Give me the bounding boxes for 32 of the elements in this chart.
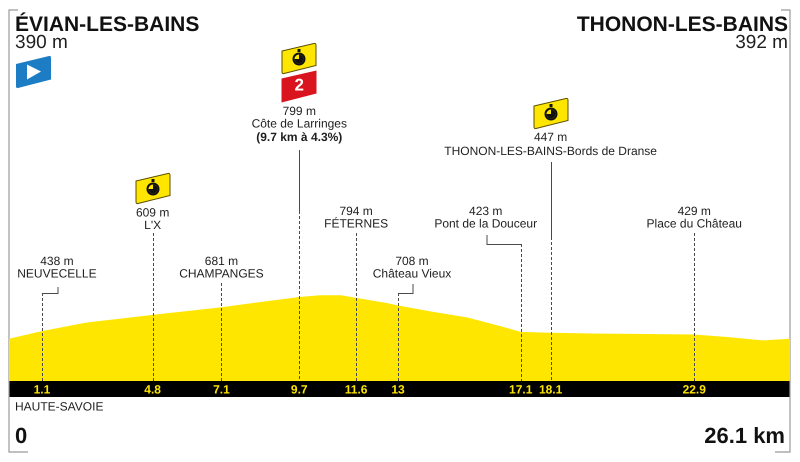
text: 794 m	[339, 204, 373, 218]
text: 609 m	[136, 205, 170, 220]
text: FÉTERNES	[324, 216, 388, 230]
x-tick-label: 1.1	[34, 382, 51, 397]
x-tick-label: 13	[391, 382, 405, 397]
text: 438 m	[40, 254, 74, 268]
text: 423 m	[469, 204, 502, 218]
x-tick-label: 4.8	[144, 382, 162, 397]
text: 708 m	[395, 254, 429, 268]
text: 2	[294, 76, 304, 95]
text: Pont de la Douceur	[434, 216, 538, 230]
text: 0	[15, 423, 28, 448]
text: (9.7 km à 4.3%)	[256, 130, 342, 144]
text: 447 m	[534, 130, 568, 144]
text: NEUVECELLE	[17, 266, 97, 280]
x-tick-label: 7.1	[213, 382, 230, 397]
x-tick-label: 17.1	[509, 382, 533, 397]
text: 26.1 km	[704, 423, 785, 448]
x-tick-label: 9.7	[290, 382, 308, 397]
x-tick-label: 22.9	[682, 382, 706, 397]
text: HAUTE-SAVOIE	[15, 399, 104, 414]
text: 681 m	[204, 254, 238, 268]
x-tick-label: 11.6	[344, 382, 368, 397]
text: CHAMPANGES	[179, 266, 264, 280]
text: 429 m	[678, 204, 711, 218]
text: 799 m	[282, 104, 316, 118]
x-tick-label: 18.1	[538, 382, 563, 397]
text: THONON-LES-BAINS-Bords de Dranse	[444, 144, 658, 158]
text: L'X	[144, 218, 162, 232]
text: Château Vieux	[372, 266, 452, 280]
text: Côte de Larringes	[252, 116, 347, 130]
text: Place du Château	[646, 216, 742, 230]
